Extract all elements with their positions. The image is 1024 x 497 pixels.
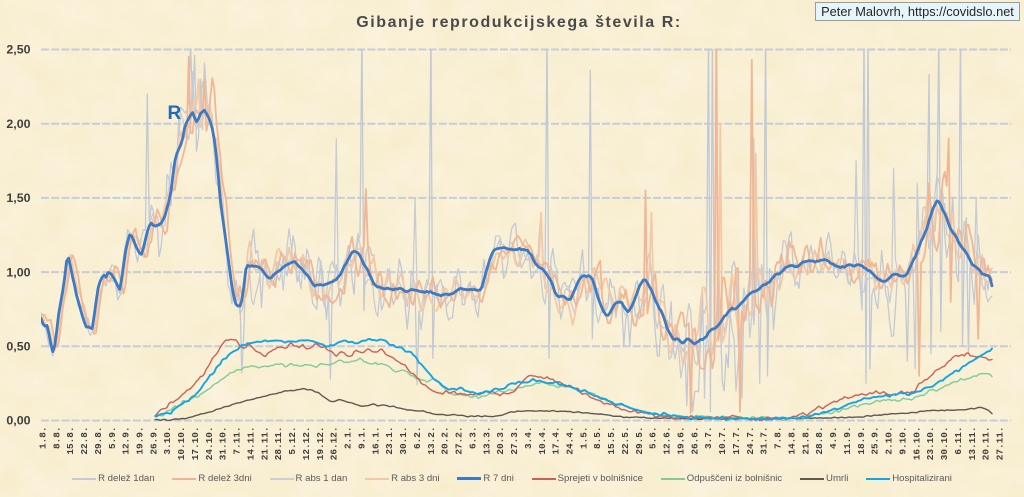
svg-text:7.11.: 7.11. <box>232 427 243 455</box>
svg-text:30.1.: 30.1. <box>398 427 409 455</box>
svg-text:19.6.: 19.6. <box>676 427 687 455</box>
svg-text:1,00: 1,00 <box>6 265 30 279</box>
svg-text:26.12.: 26.12. <box>329 427 340 461</box>
svg-text:3.10.: 3.10. <box>162 427 173 455</box>
svg-text:15.5.: 15.5. <box>606 427 617 455</box>
svg-text:7.8.: 7.8. <box>773 427 784 450</box>
svg-text:3.7.: 3.7. <box>703 427 714 450</box>
svg-text:27.3.: 27.3. <box>509 427 520 455</box>
svg-text:24.10.: 24.10. <box>204 427 215 461</box>
svg-text:27.2.: 27.2. <box>454 427 465 455</box>
svg-text:10.4.: 10.4. <box>537 427 548 455</box>
svg-text:5.6.: 5.6. <box>648 427 659 450</box>
svg-text:17.7.: 17.7. <box>731 427 742 455</box>
svg-text:28.11.: 28.11. <box>273 427 284 461</box>
svg-text:2,00: 2,00 <box>6 117 30 131</box>
svg-text:R: R <box>168 103 182 124</box>
svg-text:24.4.: 24.4. <box>565 427 576 455</box>
svg-text:25.9.: 25.9. <box>870 427 881 455</box>
svg-text:8.8.: 8.8. <box>51 427 62 450</box>
svg-text:16.10.: 16.10. <box>911 427 922 461</box>
svg-text:2.10.: 2.10. <box>884 427 895 455</box>
svg-text:1.5.: 1.5. <box>578 427 589 450</box>
svg-text:29.5.: 29.5. <box>634 427 645 455</box>
svg-text:28.8.: 28.8. <box>814 427 825 455</box>
svg-text:23.10.: 23.10. <box>925 427 936 461</box>
svg-text:19.12.: 19.12. <box>315 427 326 461</box>
svg-text:26.9.: 26.9. <box>148 427 159 455</box>
svg-text:0,00: 0,00 <box>6 414 30 428</box>
svg-text:12.9.: 12.9. <box>121 427 132 455</box>
svg-text:22.8.: 22.8. <box>79 427 90 455</box>
svg-text:13.11.: 13.11. <box>967 427 978 461</box>
svg-text:2.1.: 2.1. <box>343 427 354 450</box>
svg-text:6.3.: 6.3. <box>467 427 478 450</box>
svg-text:1.8.: 1.8. <box>37 427 48 450</box>
svg-text:5.9.: 5.9. <box>107 427 118 450</box>
svg-text:21.8.: 21.8. <box>800 427 811 455</box>
svg-text:19.9.: 19.9. <box>135 427 146 455</box>
svg-text:24.7.: 24.7. <box>745 427 756 455</box>
svg-text:30.10.: 30.10. <box>939 427 950 461</box>
svg-text:27.11.: 27.11. <box>995 427 1006 461</box>
svg-text:18.9.: 18.9. <box>856 427 867 455</box>
svg-text:31.7.: 31.7. <box>759 427 770 455</box>
svg-text:29.8.: 29.8. <box>93 427 104 455</box>
svg-text:9.10.: 9.10. <box>897 427 908 455</box>
svg-text:15.8.: 15.8. <box>65 427 76 455</box>
svg-text:0,50: 0,50 <box>6 340 30 354</box>
svg-text:10.7.: 10.7. <box>717 427 728 455</box>
svg-text:23.1.: 23.1. <box>384 427 395 455</box>
svg-text:13.2.: 13.2. <box>426 427 437 455</box>
svg-text:20.11.: 20.11. <box>981 427 992 461</box>
svg-text:14.8.: 14.8. <box>786 427 797 455</box>
svg-text:20.3.: 20.3. <box>495 426 506 454</box>
svg-text:21.11.: 21.11. <box>259 427 270 461</box>
svg-text:26.6.: 26.6. <box>689 427 700 455</box>
svg-text:4.9.: 4.9. <box>828 427 839 450</box>
svg-text:13.3.: 13.3. <box>481 427 492 455</box>
svg-text:20.2.: 20.2. <box>440 427 451 455</box>
svg-text:17.4.: 17.4. <box>551 427 562 455</box>
svg-text:17.10.: 17.10. <box>190 427 201 461</box>
svg-text:6.11.: 6.11. <box>953 427 964 455</box>
svg-text:16.1.: 16.1. <box>370 427 381 455</box>
svg-text:5.12.: 5.12. <box>287 427 298 455</box>
svg-text:10.10.: 10.10. <box>176 427 187 461</box>
svg-text:8.5.: 8.5. <box>592 427 603 450</box>
svg-text:6.2.: 6.2. <box>412 427 423 450</box>
svg-text:14.11.: 14.11. <box>246 427 257 461</box>
svg-text:22.5.: 22.5. <box>620 427 631 455</box>
svg-text:1,50: 1,50 <box>6 191 30 205</box>
svg-text:2,50: 2,50 <box>6 43 30 57</box>
svg-text:12.6.: 12.6. <box>662 427 673 455</box>
svg-text:11.9.: 11.9. <box>842 427 853 455</box>
svg-text:3.4.: 3.4. <box>523 427 534 450</box>
svg-text:12.12.: 12.12. <box>301 427 312 461</box>
svg-text:31.10.: 31.10. <box>218 427 229 461</box>
svg-text:9.1.: 9.1. <box>356 427 367 450</box>
